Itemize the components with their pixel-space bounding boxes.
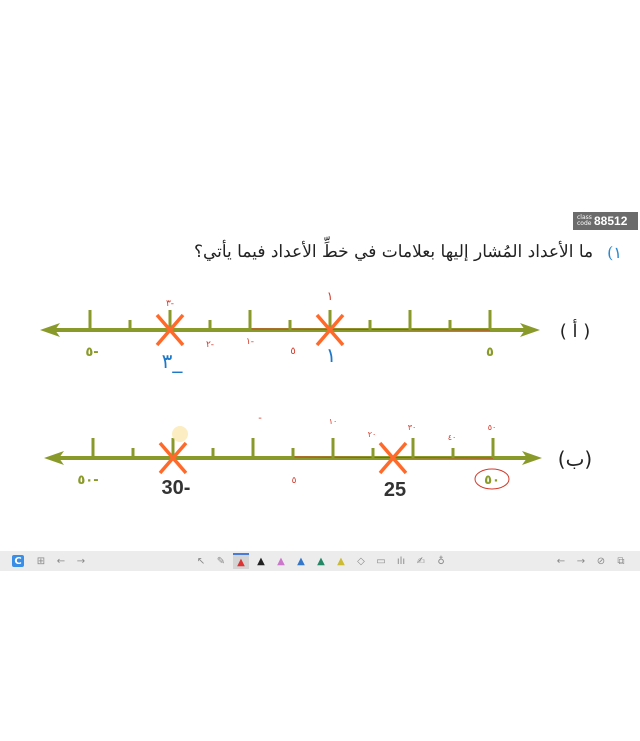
question-text: ما الأعداد المُشار إليها بعلامات في خطِّ… <box>193 242 594 262</box>
tick-label-minus50: ٥٠- <box>77 473 98 488</box>
pen-black-icon[interactable]: ▲ <box>257 555 265 567</box>
ink-minus2: ٢- <box>206 340 214 350</box>
question: ١) ما الأعداد المُشار إليها بعلامات في خ… <box>194 242 622 262</box>
number-line-b <box>44 426 542 475</box>
label-b: (ب) <box>558 447 592 471</box>
signature-icon[interactable]: ✍ <box>416 555 426 567</box>
ink-zero: ٥ <box>290 346 295 357</box>
chart-icon[interactable]: ılı <box>396 555 406 567</box>
ink-minus1: ١- <box>246 337 254 347</box>
cross-mark-icon <box>378 441 408 475</box>
arrow-left-icon <box>40 323 60 337</box>
pointer-highlight <box>172 426 188 442</box>
spotlight-icon[interactable]: ♁ <box>437 555 445 567</box>
tick-label-minus5: ٥- <box>85 345 98 360</box>
ink-minus3: ٣- <box>166 299 174 309</box>
number-line-a <box>40 310 540 347</box>
arrow-right-icon <box>520 323 540 337</box>
hide-icon[interactable]: ⊘ <box>596 555 606 567</box>
ink-30: ٣٠ <box>408 423 417 432</box>
class-code-badge: class code 88512 <box>573 212 638 230</box>
ink-20: ٢٠ <box>368 430 377 439</box>
next-page-icon[interactable]: → <box>576 555 586 567</box>
prev-page-icon[interactable]: ← <box>556 555 566 567</box>
grid-icon[interactable]: ⊞ <box>36 555 46 567</box>
answer-1: ١ <box>326 343 337 367</box>
bottom-toolbar: C ⊞ ← → ↖ ✎ ▲ ▲ ▲ ▲ ▲ ▲ ◇ ▭ ılı ✍ ♁ ← → ⊘ ⧉ <box>0 551 640 571</box>
ink-50: ٥٠ <box>488 423 497 432</box>
tick-label-50: ٥٠ <box>484 473 500 488</box>
pen-blue-icon[interactable]: ▲ <box>297 555 305 567</box>
class-code-label: class code <box>577 214 592 227</box>
cross-mark-icon <box>315 313 345 347</box>
cross-mark-icon <box>155 313 185 347</box>
pen-pink-icon[interactable]: ▲ <box>277 555 285 567</box>
ink-circle <box>474 468 510 490</box>
ink-one: ١ <box>327 289 333 303</box>
ink-10: ١٠ <box>329 417 338 426</box>
question-number: ١) <box>607 242 622 262</box>
answer-minus30: 30- <box>162 477 191 499</box>
forward-icon[interactable]: → <box>76 555 86 567</box>
ink-zero-b: ٥ <box>292 476 297 486</box>
pen-green-icon[interactable]: ▲ <box>317 555 325 567</box>
arrow-left-icon <box>44 451 64 465</box>
select-icon[interactable]: ↖ <box>196 555 206 567</box>
answer-minus3: ٣_ <box>162 349 184 373</box>
screen-record-icon[interactable]: ⧉ <box>617 555 625 567</box>
pen-red-icon[interactable]: ▲ <box>233 553 249 569</box>
app-logo-icon[interactable]: C <box>12 555 24 567</box>
tick-label-5: ٥ <box>486 345 494 360</box>
answer-25: 25 <box>384 479 406 501</box>
ink-dash: - <box>258 413 262 424</box>
class-code-value: 88512 <box>594 214 628 228</box>
eraser-icon[interactable]: ◇ <box>357 555 365 567</box>
whiteboard-icon[interactable]: ▭ <box>376 555 386 567</box>
arrow-right-icon <box>522 451 542 465</box>
pen-yellow-icon[interactable]: ▲ <box>337 555 345 567</box>
label-a: ( أ ) <box>560 319 591 342</box>
cross-mark-icon <box>158 441 188 475</box>
ink-40: ٤٠ <box>448 433 457 442</box>
laser-pen-icon[interactable]: ✎ <box>216 555 226 567</box>
back-icon[interactable]: ← <box>56 555 66 567</box>
